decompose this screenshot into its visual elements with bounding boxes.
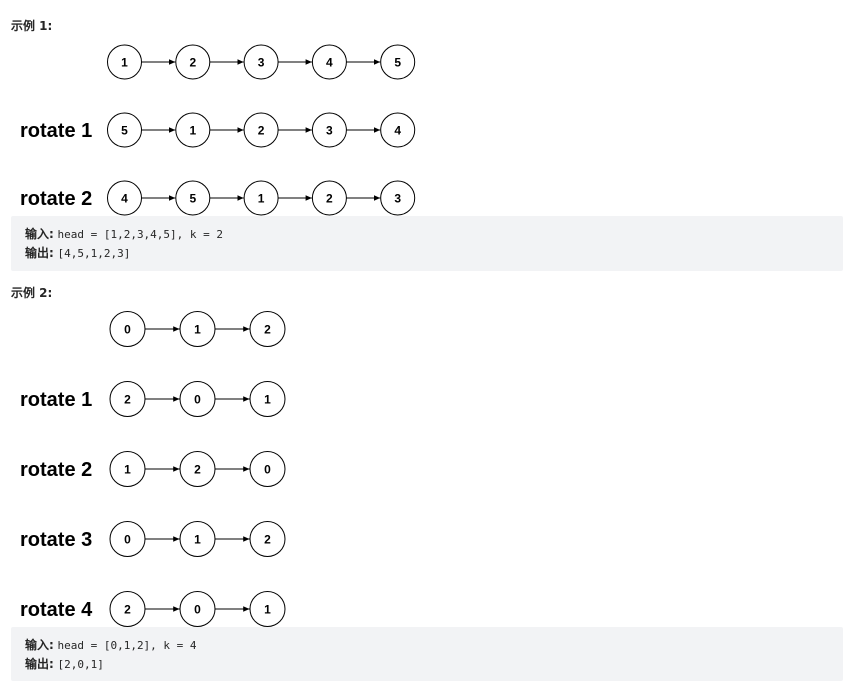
list-node [243, 180, 279, 216]
list-node [179, 591, 216, 627]
node-value: 3 [258, 56, 265, 70]
list-node [249, 311, 286, 347]
node-value: 5 [394, 56, 401, 70]
list-node [311, 44, 347, 80]
node-value: 4 [326, 56, 333, 70]
example-1-code-block: 输入: head = [1,2,3,4,5], k = 2 输出: [4,5,1… [11, 216, 843, 271]
list-node [107, 44, 142, 80]
node-value: 1 [258, 192, 265, 206]
node-value: 0 [264, 463, 271, 477]
example-1-input-line: 输入: head = [1,2,3,4,5], k = 2 [25, 225, 843, 244]
list-node [243, 112, 279, 148]
node-value: 1 [194, 533, 201, 547]
node-value: 2 [264, 323, 271, 337]
linked-list-row: rotate 2 4 5 1 2 3 [20, 180, 416, 216]
list-node [179, 451, 216, 487]
linked-list-row: rotate 1 2 0 1 [20, 381, 286, 417]
node-value: 2 [194, 463, 201, 477]
node-value: 0 [194, 393, 201, 407]
example-2-input-value: head = [0,1,2], k = 4 [57, 639, 197, 652]
node-value: 3 [326, 124, 333, 138]
list-node [109, 521, 146, 557]
list-node [109, 591, 146, 627]
rotate-label: rotate 1 [20, 389, 92, 411]
node-value: 2 [189, 56, 196, 70]
node-value: 2 [124, 603, 131, 617]
list-node [109, 311, 146, 347]
example-1-input-value: head = [1,2,3,4,5], k = 2 [57, 228, 224, 241]
node-value: 0 [194, 603, 201, 617]
example-2-output-line: 输出: [2,0,1] [25, 655, 843, 674]
node-value: 0 [124, 533, 131, 547]
example-1-input-label: 输入: [25, 227, 54, 241]
rotate-label: rotate 3 [20, 529, 92, 551]
node-value: 1 [124, 463, 131, 477]
list-node [249, 451, 286, 487]
list-node [249, 591, 286, 627]
node-value: 1 [194, 323, 201, 337]
linked-list-row: 1 2 3 4 5 [107, 44, 416, 80]
list-node [380, 180, 416, 216]
example-2-title: 示例 2: [11, 286, 53, 300]
node-value: 3 [394, 192, 401, 206]
list-node [109, 381, 146, 417]
example-2-output-label: 输出: [25, 657, 54, 671]
node-value: 1 [264, 603, 271, 617]
example-1-output-value: [4,5,1,2,3] [57, 247, 131, 260]
node-value: 5 [189, 192, 196, 206]
list-node [175, 180, 211, 216]
rotate-label: rotate 2 [20, 188, 92, 210]
list-node [243, 44, 279, 80]
example-2-code-block: 输入: head = [0,1,2], k = 4 输出: [2,0,1] [11, 627, 843, 681]
rotate-label: rotate 2 [20, 459, 92, 481]
example-1-diagram: 1 2 3 4 5 rotate 1 5 1 2 3 4 rotate 2 4 5 1 2 3 [20, 44, 416, 216]
example-2-output-value: [2,0,1] [57, 658, 104, 671]
node-value: 2 [264, 533, 271, 547]
list-node [179, 381, 216, 417]
node-value: 1 [121, 56, 128, 70]
list-node [107, 112, 142, 148]
list-node [107, 180, 142, 216]
node-value: 2 [124, 393, 131, 407]
list-node [249, 521, 286, 557]
node-value: 4 [394, 124, 401, 138]
node-value: 5 [121, 124, 128, 138]
node-value: 4 [121, 192, 128, 206]
linked-list-row: rotate 4 2 0 1 [20, 591, 286, 627]
list-node [311, 112, 347, 148]
list-node [249, 381, 286, 417]
node-value: 1 [189, 124, 196, 138]
node-value: 2 [258, 124, 265, 138]
node-value: 1 [264, 393, 271, 407]
rotate-label: rotate 4 [20, 599, 93, 621]
list-node [380, 112, 416, 148]
rotate-label: rotate 1 [20, 120, 92, 142]
list-node [175, 112, 211, 148]
example-2-input-label: 输入: [25, 638, 54, 652]
example-2-input-line: 输入: head = [0,1,2], k = 4 [25, 636, 843, 655]
example-1-output-line: 输出: [4,5,1,2,3] [25, 244, 843, 263]
linked-list-row: rotate 2 1 2 0 [20, 451, 286, 487]
example-1-output-label: 输出: [25, 246, 54, 260]
list-node [311, 180, 347, 216]
list-node [175, 44, 211, 80]
node-value: 0 [124, 323, 131, 337]
list-node [179, 311, 216, 347]
node-value: 2 [326, 192, 333, 206]
list-node [380, 44, 416, 80]
example-1-title: 示例 1: [11, 19, 53, 33]
linked-list-row: rotate 1 5 1 2 3 4 [20, 112, 416, 148]
linked-list-row: rotate 3 0 1 2 [20, 521, 286, 557]
linked-list-row: 0 1 2 [109, 311, 286, 347]
list-node [179, 521, 216, 557]
list-node [109, 451, 146, 487]
